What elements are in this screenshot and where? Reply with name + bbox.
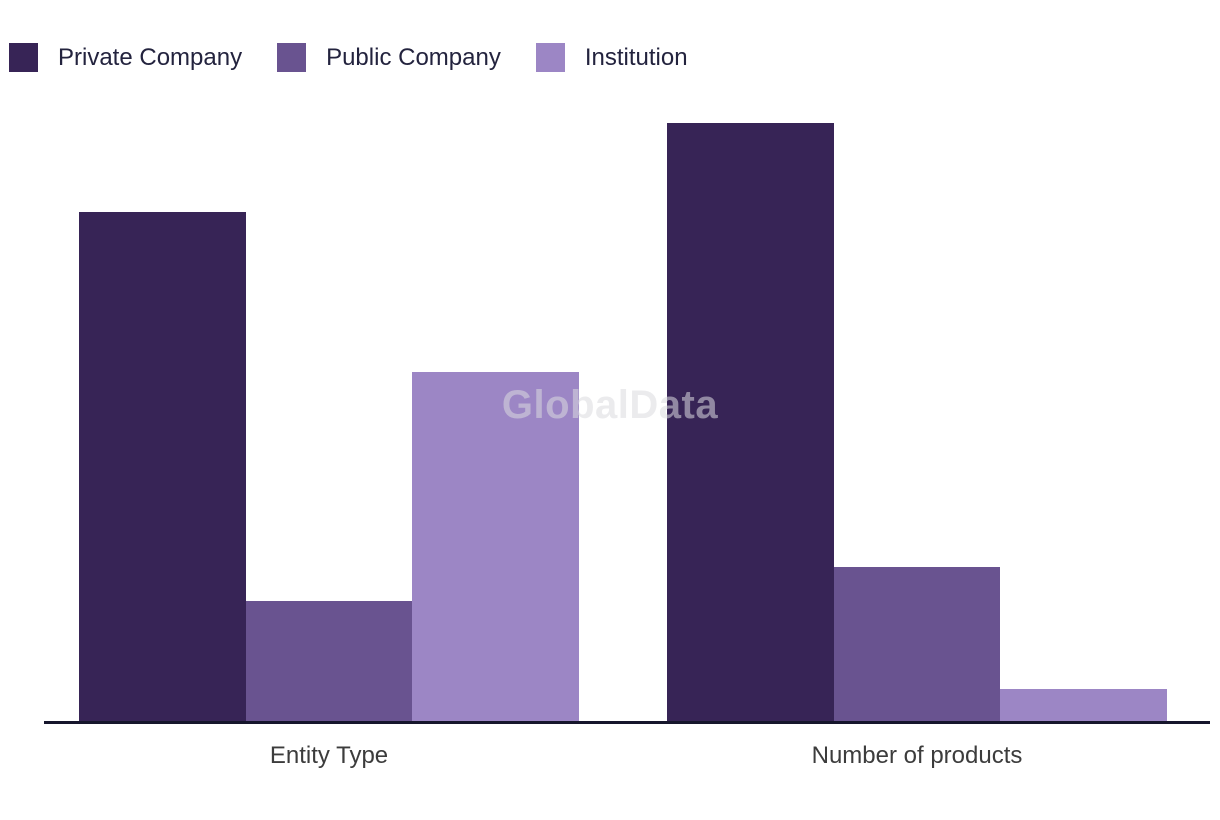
legend-swatch-public-company (277, 43, 307, 72)
bar-institution-number-of-products (1000, 688, 1168, 723)
legend-item-private-company: Private Company (9, 43, 242, 72)
category-label-entity-type: Entity Type (269, 742, 389, 769)
bar-institution-entity-type (412, 372, 580, 723)
legend-swatch-private-company (9, 43, 38, 72)
chart-legend: Private Company Public Company Instituti… (9, 43, 688, 72)
bar-private-company-entity-type (79, 211, 246, 723)
bar-public-company-number-of-products (833, 567, 1001, 723)
category-label-number-of-products: Number of products (811, 742, 1023, 769)
legend-label-public-company: Public Company (326, 44, 501, 71)
legend-label-private-company: Private Company (58, 44, 243, 71)
legend-item-public-company: Public Company (277, 43, 501, 72)
bar-group-entity-type (79, 123, 580, 723)
legend-label-institution: Institution (584, 44, 688, 71)
bar-group-number-of-products (667, 123, 1168, 723)
legend-swatch-institution (535, 43, 565, 72)
bar-private-company-number-of-products (667, 123, 834, 723)
bar-public-company-entity-type (245, 601, 413, 723)
x-axis-line (44, 721, 1210, 724)
legend-item-institution: Institution (535, 43, 688, 72)
